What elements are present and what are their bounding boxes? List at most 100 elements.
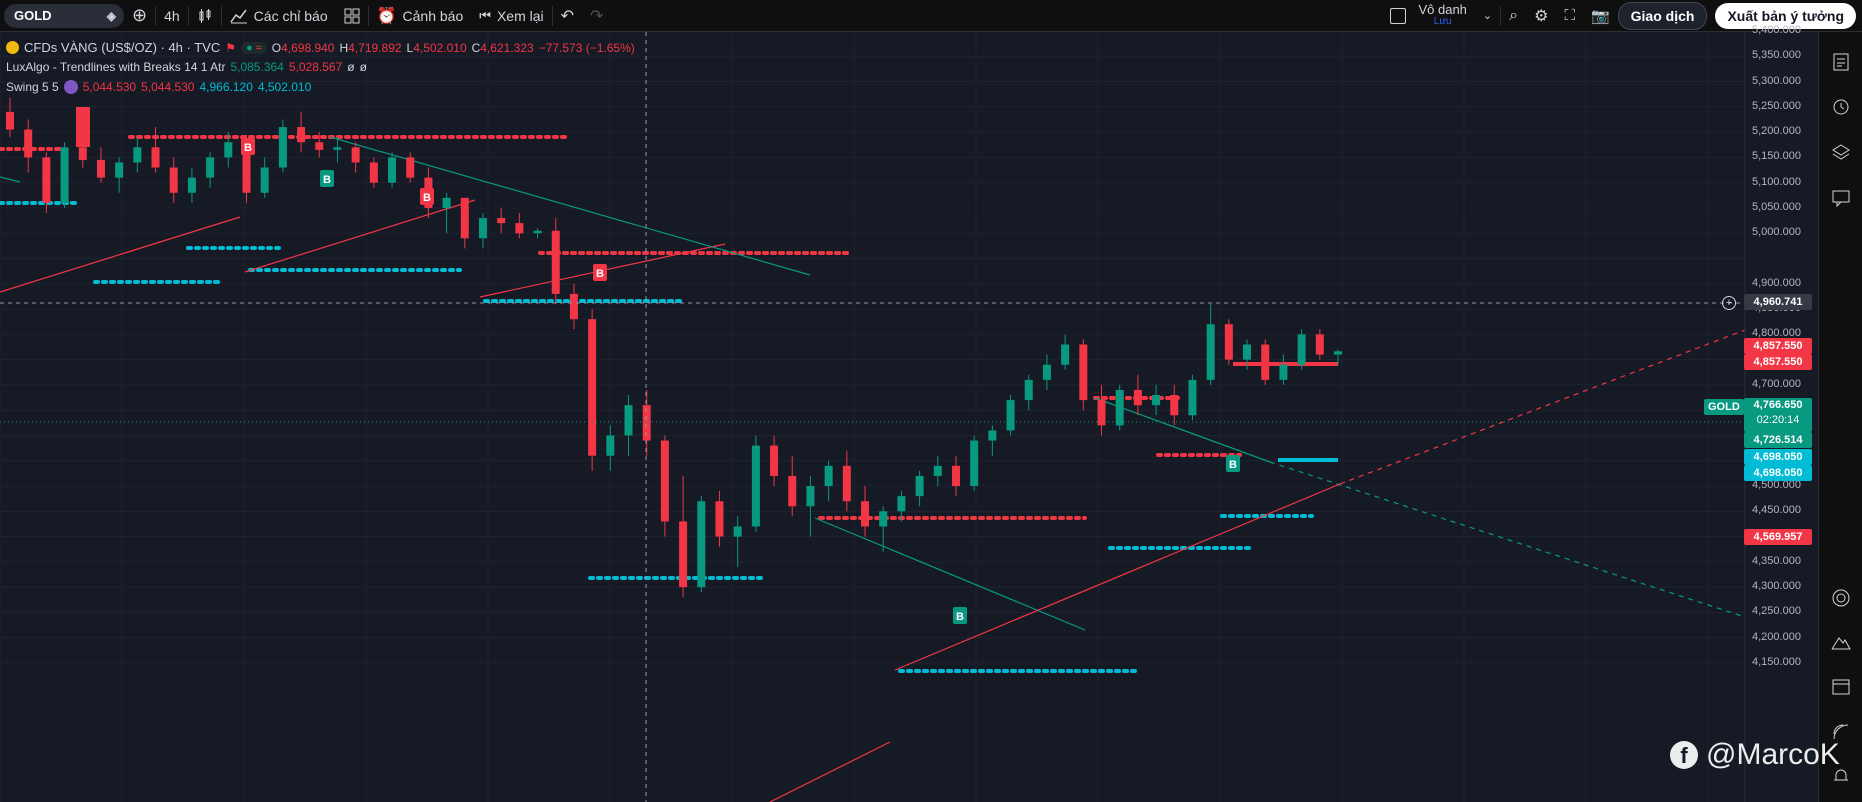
divider (220, 5, 222, 26)
price-axis-label: 4,900.000 (1752, 276, 1801, 289)
settings-button[interactable]: ⚙ (1526, 0, 1556, 32)
layouts-button[interactable] (336, 0, 368, 32)
layout-square-icon (1390, 7, 1407, 24)
fullscreen-button[interactable]: ⛶ (1556, 0, 1583, 32)
candle-body (315, 142, 324, 150)
interval-button[interactable]: 4h (156, 0, 188, 32)
candle-body (951, 465, 960, 487)
last-price-tag: 4,766.650 02:20:14 (1744, 398, 1812, 432)
broadcast-icon[interactable] (1831, 722, 1851, 742)
chat-icon[interactable] (1831, 188, 1851, 208)
price-axis-label: 5,000.000 (1752, 226, 1801, 239)
divider (551, 5, 553, 26)
divider (187, 5, 189, 26)
open-value: 4,698.940 (281, 40, 335, 55)
candle-body (715, 501, 724, 537)
open-label: O (271, 40, 282, 55)
divider (155, 5, 157, 26)
redo-icon: ↷ (590, 7, 604, 25)
bell-icon[interactable] (1831, 766, 1851, 786)
candle-body (497, 218, 506, 224)
candle-body (1297, 334, 1306, 365)
trade-button[interactable]: Giao dịch (1617, 1, 1708, 30)
facebook-icon: f (1670, 741, 1698, 769)
symbol-search[interactable]: GOLD ◈ (4, 3, 124, 28)
indicator2-name: Swing 5 5 (6, 80, 59, 94)
red-flag-icon[interactable]: ⚑ (225, 40, 236, 55)
indicator1-legend[interactable]: LuxAlgo - Trendlines with Breaks 14 1 At… (6, 60, 367, 74)
indicator2-value4: 4,502.010 (257, 80, 312, 94)
alert-clock-icon[interactable] (1831, 96, 1851, 116)
close-value: 4,621.323 (480, 40, 534, 55)
divider (367, 5, 369, 26)
candle-body (642, 405, 651, 441)
price-chart[interactable]: B B B B B B (0, 32, 1818, 802)
target-icon[interactable] (1831, 588, 1851, 608)
crosshair-add-icon[interactable]: + (1722, 296, 1736, 310)
candle-body (6, 111, 14, 130)
main-series-legend: CFDs VÀNG (US$/OZ) · 4h · TVC ⚑ ● ≈ O 4,6… (6, 40, 635, 55)
watermark: f @MarcoK (1670, 738, 1840, 772)
chevron-down-icon[interactable]: ⌄ (1482, 10, 1493, 22)
indicators-icon (230, 9, 247, 23)
candle-body (1097, 400, 1106, 426)
calendar-icon[interactable] (1831, 676, 1851, 696)
indicator2-legend[interactable]: Swing 5 5 5,044.530 5,044.530 4,966.120 … (6, 80, 311, 94)
candle-body (1079, 344, 1088, 401)
gold-coin-icon (6, 41, 19, 54)
diamond-icon[interactable]: ◈ (106, 8, 116, 23)
user-name: Vô danh (1418, 1, 1467, 17)
price-axis-label: 5,350.000 (1752, 49, 1801, 62)
indicator1-value3: ø (347, 60, 355, 74)
candle-body (278, 127, 287, 168)
candle-body (751, 445, 760, 527)
compare-button[interactable]: ⊕ (124, 0, 155, 32)
data-window-icon (63, 80, 78, 94)
replay-label: Xem lại (496, 7, 544, 24)
layers-icon[interactable] (1831, 142, 1851, 162)
save-status: Lưu (1433, 15, 1452, 27)
candle-body (333, 147, 342, 150)
mountain-icon[interactable] (1831, 632, 1851, 652)
price-axis-label: 5,100.000 (1752, 175, 1801, 188)
indicator2-value2: 5,044.530 (141, 80, 195, 94)
candle-body (788, 475, 797, 507)
support-trendline (0, 176, 21, 183)
candle-body (770, 445, 779, 476)
alerts-label: Cảnh báo (402, 7, 464, 24)
candle-body (96, 159, 105, 178)
support-trendline-extension (1269, 461, 1746, 618)
user-menu[interactable]: Vô danh Lưu (1418, 1, 1467, 28)
candle-body (1224, 324, 1233, 360)
market-status-badge[interactable]: ● ≈ (241, 41, 267, 54)
price-axis-label: 4,300.000 (1752, 580, 1801, 593)
resistance-trendline (244, 199, 476, 273)
alerts-button[interactable]: ⏰ Cảnh báo (369, 0, 472, 32)
quick-search-button[interactable]: ⌕ (1501, 0, 1526, 32)
publish-idea-button[interactable]: Xuất bản ý tưởng (1715, 2, 1856, 29)
candle-body (1315, 334, 1324, 355)
snapshot-button[interactable]: 📷 (1583, 0, 1618, 32)
candle-body (933, 465, 942, 476)
candle-body (42, 157, 51, 203)
resistance-price-tag-2: 4,857.550 (1744, 354, 1812, 370)
support-price-tag-2: 4,698.050 (1744, 465, 1812, 481)
replay-button[interactable]: ⏮ Xem lại (471, 0, 551, 32)
support-trendline (1094, 397, 1271, 463)
search-icon: ⌕ (1509, 6, 1519, 24)
chart-grid (0, 32, 1745, 802)
chart-type-button[interactable] (189, 0, 221, 32)
candle-body (206, 157, 215, 178)
fullscreen-icon: ⛶ (1564, 7, 1575, 24)
indicators-button[interactable]: Các chỉ báo (222, 0, 336, 32)
break-marker-bearish-label: B (423, 192, 431, 204)
candle-body (515, 223, 524, 234)
resistance-trendline-extension (1339, 329, 1746, 485)
price-axis-label: 4,700.000 (1752, 377, 1801, 390)
undo-icon: ↶ (560, 7, 575, 25)
watchlist-icon[interactable] (1831, 52, 1851, 72)
candle-body (861, 501, 870, 527)
redo-button[interactable]: ↷ (582, 0, 611, 32)
undo-button[interactable]: ↶ (553, 0, 582, 32)
layout-menu-button[interactable]: Vô danh Lưu ⌄ (1382, 0, 1500, 32)
